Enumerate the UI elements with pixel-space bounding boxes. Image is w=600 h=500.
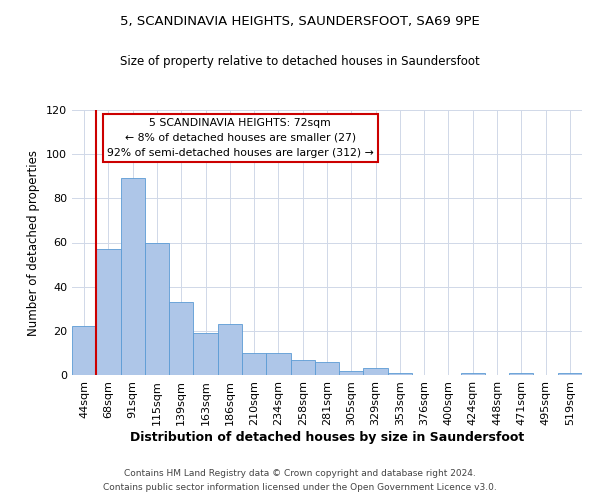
Y-axis label: Number of detached properties: Number of detached properties xyxy=(28,150,40,336)
Text: Size of property relative to detached houses in Saundersfoot: Size of property relative to detached ho… xyxy=(120,55,480,68)
Bar xyxy=(72,326,96,375)
Text: Contains HM Land Registry data © Crown copyright and database right 2024.: Contains HM Land Registry data © Crown c… xyxy=(124,468,476,477)
Bar xyxy=(218,324,242,375)
Bar xyxy=(315,362,339,375)
Bar xyxy=(193,333,218,375)
Text: 5, SCANDINAVIA HEIGHTS, SAUNDERSFOOT, SA69 9PE: 5, SCANDINAVIA HEIGHTS, SAUNDERSFOOT, SA… xyxy=(120,15,480,28)
Bar xyxy=(242,353,266,375)
Bar xyxy=(364,368,388,375)
Bar xyxy=(290,360,315,375)
Bar xyxy=(509,373,533,375)
Bar xyxy=(121,178,145,375)
Bar xyxy=(145,242,169,375)
Bar xyxy=(96,249,121,375)
Bar xyxy=(169,302,193,375)
Text: 5 SCANDINAVIA HEIGHTS: 72sqm
← 8% of detached houses are smaller (27)
92% of sem: 5 SCANDINAVIA HEIGHTS: 72sqm ← 8% of det… xyxy=(107,118,374,158)
Text: Contains public sector information licensed under the Open Government Licence v3: Contains public sector information licen… xyxy=(103,484,497,492)
Bar xyxy=(558,373,582,375)
Bar xyxy=(388,373,412,375)
Bar xyxy=(339,370,364,375)
Bar xyxy=(266,353,290,375)
Bar xyxy=(461,373,485,375)
X-axis label: Distribution of detached houses by size in Saundersfoot: Distribution of detached houses by size … xyxy=(130,430,524,444)
